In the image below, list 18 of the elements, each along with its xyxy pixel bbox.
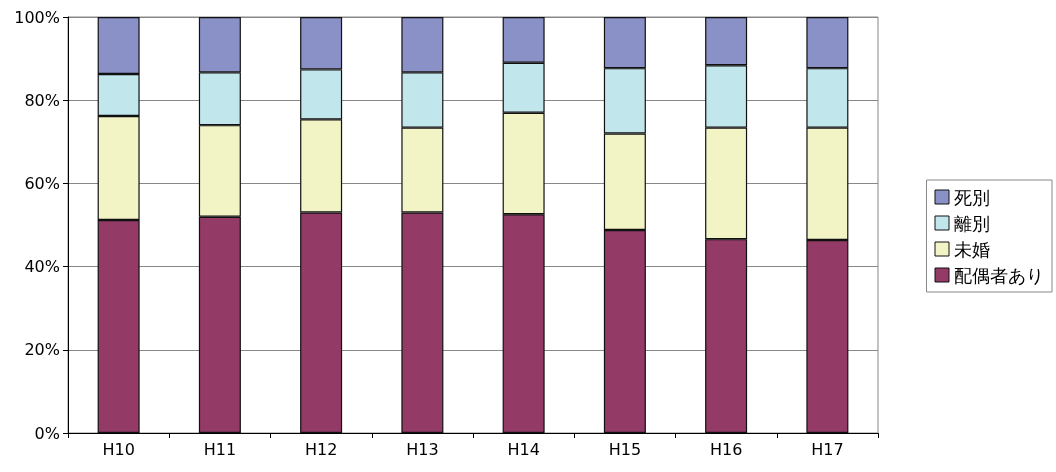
legend-label: 未婚 — [954, 238, 990, 260]
legend-label: 離別 — [954, 212, 990, 234]
x-tick-label: H17 — [811, 439, 844, 459]
x-tick-label: H15 — [608, 439, 642, 459]
y-tick-label: 0% — [34, 423, 60, 443]
y-tick-label: 100% — [14, 7, 60, 27]
y-tick-label: 20% — [24, 340, 60, 360]
x-tick-label: H11 — [203, 439, 237, 459]
y-tick-label: 80% — [24, 90, 60, 110]
x-tick-label: H16 — [709, 439, 743, 459]
x-tick-label: H12 — [304, 439, 338, 459]
x-tick-label: H14 — [507, 439, 540, 459]
y-tick-label: 60% — [24, 173, 60, 193]
x-tick-label: H13 — [406, 439, 439, 459]
x-tick-label: H10 — [102, 439, 135, 459]
legend-label: 配偶者あり — [954, 264, 1044, 286]
y-tick-label: 40% — [24, 257, 60, 277]
legend-label: 死別 — [954, 186, 990, 208]
